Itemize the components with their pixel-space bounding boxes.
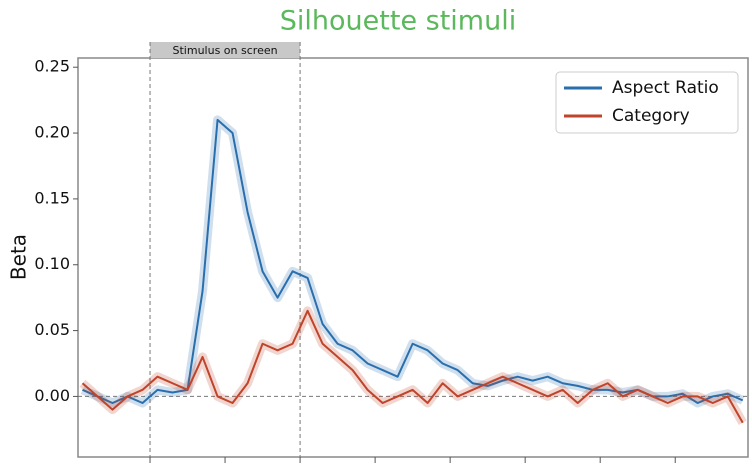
legend-label: Aspect Ratio [612, 78, 719, 98]
series-band [80, 115, 745, 408]
y-tick-label: 0.00 [34, 386, 70, 405]
plot-frame [77, 57, 749, 458]
y-tick-label: 0.10 [34, 254, 70, 273]
y-tick-label: 0.25 [34, 57, 70, 76]
y-tick-label: 0.05 [34, 320, 70, 339]
legend-label: Category [612, 106, 690, 126]
series-line [82, 118, 744, 405]
annotation-text: Stimulus on screen [173, 44, 278, 57]
series-band [79, 306, 747, 425]
y-axis-label: Beta [7, 234, 31, 280]
chart-title: Silhouette stimuli [280, 6, 516, 37]
annotation-box [150, 42, 301, 58]
y-tick-label: 0.20 [34, 123, 70, 142]
y-tick-label: 0.15 [34, 188, 70, 207]
series-line [81, 309, 744, 424]
